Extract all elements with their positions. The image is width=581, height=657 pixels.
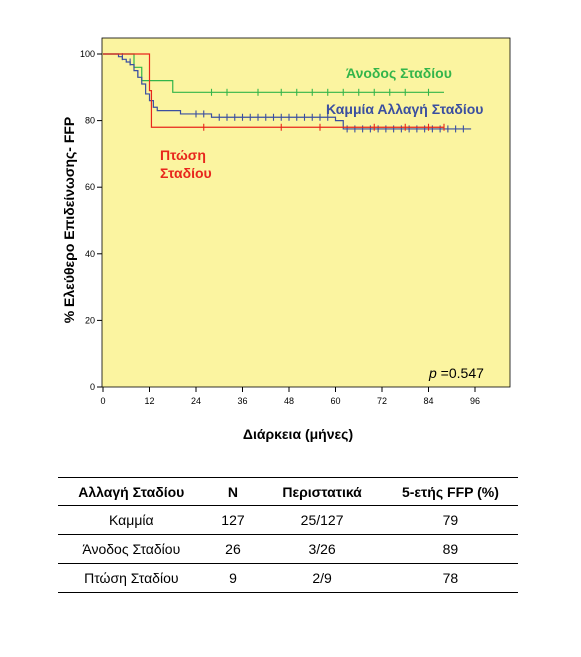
cell-events: 25/127 xyxy=(261,505,383,535)
y-axis: 0 20 40 60 80 100 xyxy=(80,49,102,392)
cell-n: 9 xyxy=(204,563,262,593)
plot-area xyxy=(101,37,511,388)
cell-n: 26 xyxy=(204,534,262,564)
x-tick-label: 60 xyxy=(330,396,340,406)
x-tick-label: 24 xyxy=(191,396,201,406)
x-axis-title: Διάρκεια (μήνες) xyxy=(243,426,353,442)
series-label-none: Καμμία Αλλαγή Σταδίου xyxy=(326,101,483,117)
y-tick-label: 100 xyxy=(80,49,95,59)
header-events: Περιστατικά xyxy=(261,477,383,506)
table-header-row: Αλλαγή Σταδίου N Περιστατικά 5-ετής FFP … xyxy=(58,477,518,506)
curve-none xyxy=(103,53,472,130)
header-n: N xyxy=(204,477,262,506)
table-row: Άνοδος Σταδίου 26 3/26 89 xyxy=(58,534,518,564)
y-axis-title: % Ελεύθερο Επιδείνωσης- FFP xyxy=(61,117,77,324)
survival-curves xyxy=(103,53,472,133)
cell-ffp: 89 xyxy=(382,534,518,564)
km-chart: 0 20 40 60 80 100 0 12 24 36 48 60 72 84 96 Άνοδος Στ… xyxy=(61,37,511,442)
p-value-symbol: p xyxy=(428,365,437,381)
cell-events: 2/9 xyxy=(261,563,383,593)
series-label-down-line1: Πτώση xyxy=(160,147,206,163)
curve-up xyxy=(103,53,444,93)
header-5yr-ffp: 5-ετής FFP (%) xyxy=(382,477,518,506)
p-value: p =0.547 xyxy=(428,365,484,381)
cell-stage: Πτώση Σταδίου xyxy=(58,563,205,593)
cell-stage: Καμμία xyxy=(58,505,205,535)
cell-n: 127 xyxy=(204,505,262,535)
header-stage-change: Αλλαγή Σταδίου xyxy=(58,477,205,506)
y-tick-label: 60 xyxy=(85,182,95,192)
x-tick-label: 0 xyxy=(100,396,105,406)
y-tick-label: 0 xyxy=(90,382,95,392)
x-tick-label: 36 xyxy=(237,396,247,406)
x-tick-label: 12 xyxy=(144,396,154,406)
y-tick-label: 80 xyxy=(85,116,95,126)
y-tick-label: 20 xyxy=(85,315,95,325)
p-value-text: =0.547 xyxy=(437,365,484,381)
x-tick-label: 72 xyxy=(377,396,387,406)
table-row: Καμμία 127 25/127 79 xyxy=(58,505,518,535)
x-tick-label: 96 xyxy=(470,396,480,406)
cell-ffp: 78 xyxy=(382,563,518,593)
x-tick-label: 48 xyxy=(284,396,294,406)
x-axis: 0 12 24 36 48 60 72 84 96 xyxy=(100,387,480,406)
summary-table: Αλλαγή Σταδίου N Περιστατικά 5-ετής FFP … xyxy=(58,477,518,593)
y-tick-label: 40 xyxy=(85,249,95,259)
x-tick-label: 84 xyxy=(423,396,433,406)
series-label-up: Άνοδος Σταδίου xyxy=(346,65,452,81)
cell-stage: Άνοδος Σταδίου xyxy=(58,534,205,564)
cell-ffp: 79 xyxy=(382,505,518,535)
table-row: Πτώση Σταδίου 9 2/9 78 xyxy=(58,563,518,593)
curve-down xyxy=(103,53,444,128)
cell-events: 3/26 xyxy=(261,534,383,564)
series-label-down-line2: Σταδίου xyxy=(160,165,212,181)
